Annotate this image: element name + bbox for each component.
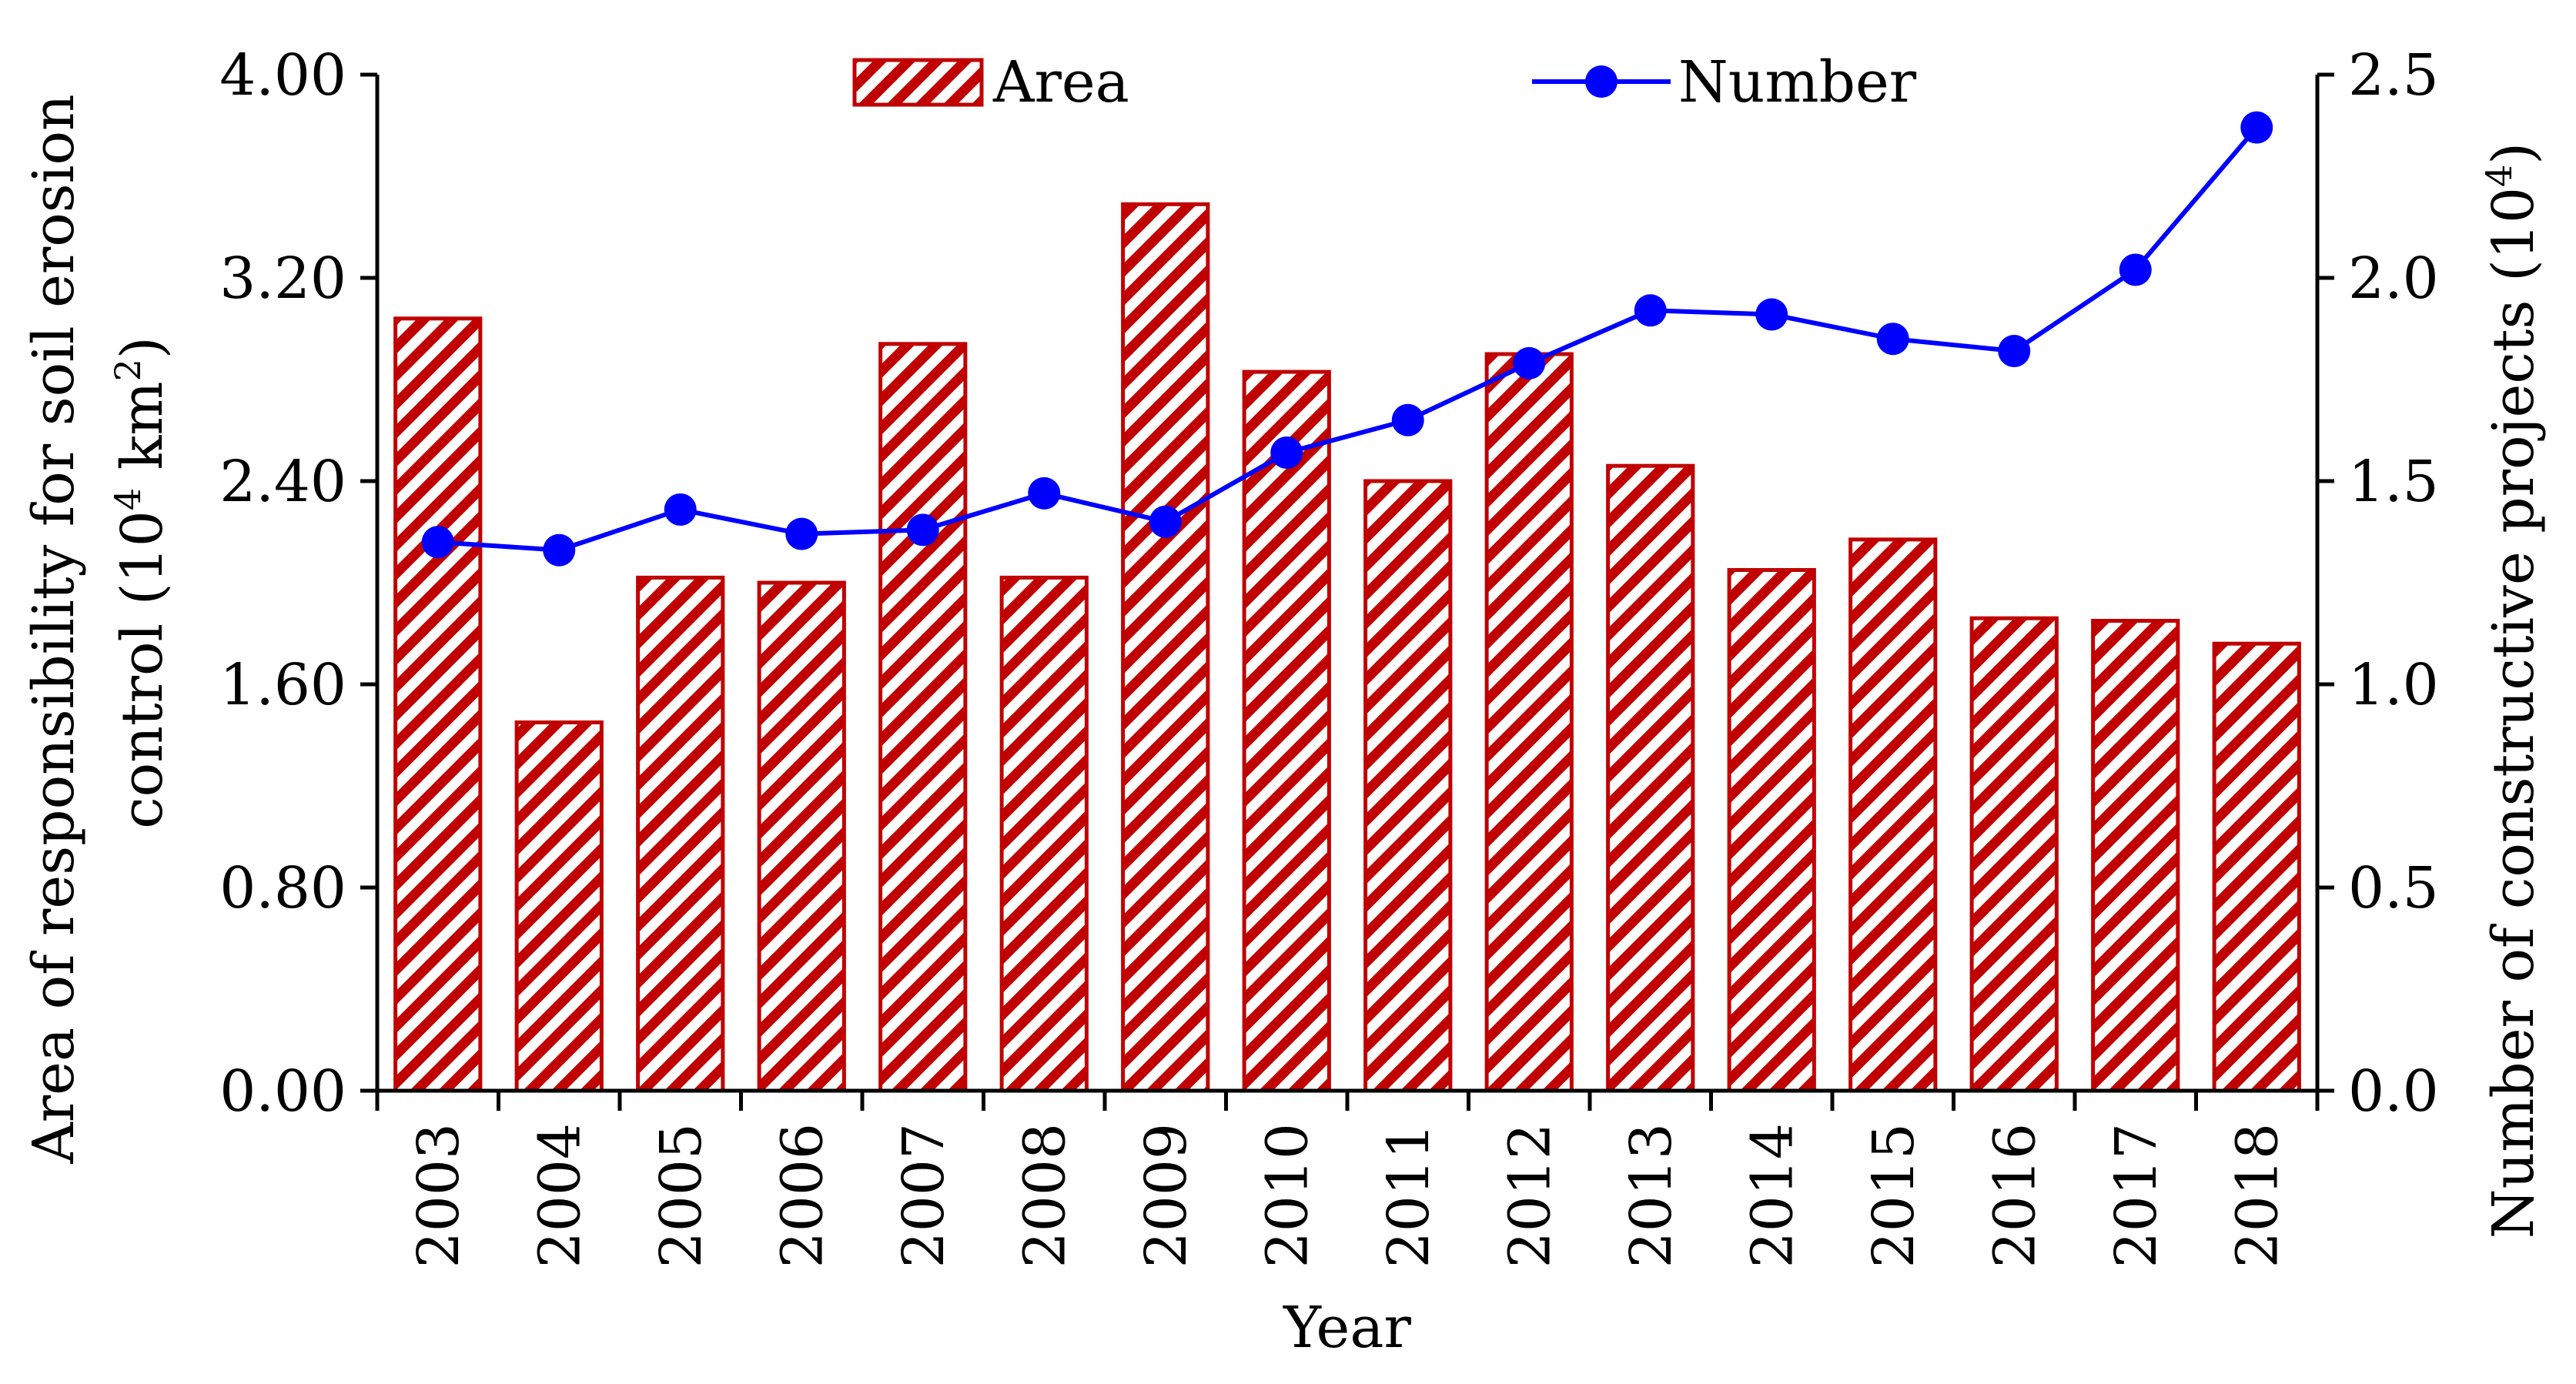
bar-2008 — [999, 575, 1089, 1093]
x-tick-label-2011: 2011 — [1376, 1123, 1442, 1268]
x-tick-label-2013: 2013 — [1618, 1123, 1684, 1268]
axes-layer — [360, 72, 2334, 1111]
y-left-tick-label: 1.60 — [219, 652, 346, 718]
legend-swatch-marker-number — [1585, 65, 1618, 98]
point-number-2007 — [906, 513, 939, 547]
x-tick-label-2010: 2010 — [1254, 1123, 1320, 1268]
point-number-2018 — [2240, 111, 2273, 144]
x-tick-label-2017: 2017 — [2103, 1123, 2170, 1268]
point-number-2009 — [1149, 505, 1182, 538]
x-axis-title: Year — [1283, 1295, 1411, 1361]
x-tick-label-2005: 2005 — [648, 1123, 714, 1268]
bar-2017 — [2091, 619, 2180, 1093]
legend-label-area: Area — [992, 49, 1129, 115]
bar-2012 — [1484, 352, 1574, 1093]
bar-2018 — [2212, 641, 2301, 1093]
y-left-axis-title-line2: control (104 km2) — [107, 336, 176, 829]
point-number-2013 — [1634, 294, 1667, 327]
point-number-2014 — [1755, 298, 1788, 331]
x-tick-label-2018: 2018 — [2224, 1123, 2290, 1268]
bar-2007 — [878, 342, 968, 1093]
bar-2014 — [1727, 568, 1816, 1093]
bar-2010 — [1242, 369, 1331, 1093]
x-tick-label-2009: 2009 — [1133, 1123, 1199, 1268]
point-number-2015 — [1876, 323, 1909, 356]
y-left-tick-label: 2.40 — [219, 449, 346, 515]
point-number-2004 — [543, 533, 576, 567]
x-tick-label-2008: 2008 — [1012, 1123, 1078, 1268]
y-right-tick-label: 1.5 — [2348, 449, 2439, 515]
x-tick-label-2006: 2006 — [769, 1123, 835, 1268]
y-right-tick-label: 0.0 — [2348, 1058, 2439, 1125]
x-tick-label-2003: 2003 — [406, 1123, 472, 1268]
point-number-2003 — [421, 526, 454, 559]
legend-label-number: Number — [1678, 49, 1917, 115]
legend-swatch-area — [852, 58, 984, 107]
bar-2011 — [1363, 479, 1453, 1093]
y-left-axis-title-line1: Area of responsibility for soil erosion — [21, 94, 87, 1164]
bar-2006 — [757, 580, 846, 1093]
bars-layer — [393, 202, 2301, 1093]
y-right-tick-label: 2.0 — [2348, 246, 2439, 312]
bar-2004 — [514, 720, 604, 1093]
bar-2013 — [1606, 463, 1695, 1093]
y-right-tick-label: 2.5 — [2348, 42, 2439, 109]
x-tick-label-2014: 2014 — [1739, 1123, 1805, 1268]
x-tick-label-2012: 2012 — [1497, 1123, 1563, 1268]
point-number-2011 — [1391, 403, 1424, 436]
line-layer — [421, 111, 2273, 567]
point-number-2017 — [2119, 253, 2152, 286]
y-left-tick-label: 4.00 — [219, 42, 346, 109]
bar-2003 — [393, 316, 483, 1093]
point-number-2010 — [1270, 436, 1303, 470]
y-left-tick-label: 3.20 — [219, 246, 346, 312]
point-number-2008 — [1028, 476, 1061, 510]
x-tick-label-2007: 2007 — [891, 1123, 957, 1268]
series-line-number — [437, 125, 2259, 553]
point-number-2016 — [1998, 335, 2031, 368]
legend: Area Number — [852, 49, 1917, 115]
bar-2015 — [1848, 537, 1938, 1093]
bar-2016 — [1969, 616, 2059, 1093]
x-tick-label-2015: 2015 — [1861, 1123, 1927, 1268]
bar-2009 — [1121, 202, 1210, 1093]
y-left-tick-label: 0.80 — [219, 855, 346, 921]
bar-2005 — [636, 575, 725, 1093]
point-number-2005 — [664, 493, 697, 526]
y-right-tick-label: 0.5 — [2348, 855, 2439, 921]
y-left-tick-label: 0.00 — [219, 1058, 346, 1125]
y-right-axis-title: Number of constructive projects (104) — [2478, 142, 2547, 1239]
x-tick-label-2004: 2004 — [527, 1123, 593, 1268]
labels-layer: 0.00 0.80 1.60 2.40 3.20 4.00 0.0 0.5 1.0 1.5 2.0 2… — [21, 42, 2547, 1361]
point-number-2006 — [785, 517, 818, 550]
y-right-tick-label: 1.0 — [2348, 652, 2439, 718]
point-number-2012 — [1513, 346, 1546, 379]
x-tick-label-2016: 2016 — [1982, 1123, 2048, 1268]
